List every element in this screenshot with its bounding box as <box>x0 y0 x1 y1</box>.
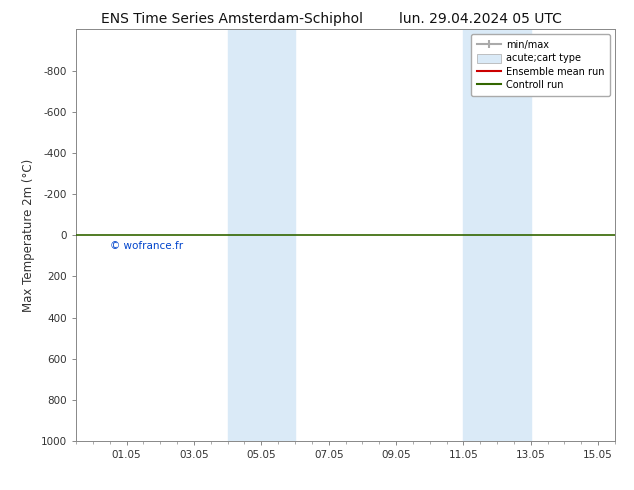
Y-axis label: Max Temperature 2m (°C): Max Temperature 2m (°C) <box>22 159 36 312</box>
Text: lun. 29.04.2024 05 UTC: lun. 29.04.2024 05 UTC <box>399 12 562 26</box>
Bar <box>463 29 531 441</box>
Legend: min/max, acute;cart type, Ensemble mean run, Controll run: min/max, acute;cart type, Ensemble mean … <box>471 34 610 96</box>
Text: © wofrance.fr: © wofrance.fr <box>110 242 183 251</box>
Bar <box>228 29 295 441</box>
Text: ENS Time Series Amsterdam-Schiphol: ENS Time Series Amsterdam-Schiphol <box>101 12 363 26</box>
